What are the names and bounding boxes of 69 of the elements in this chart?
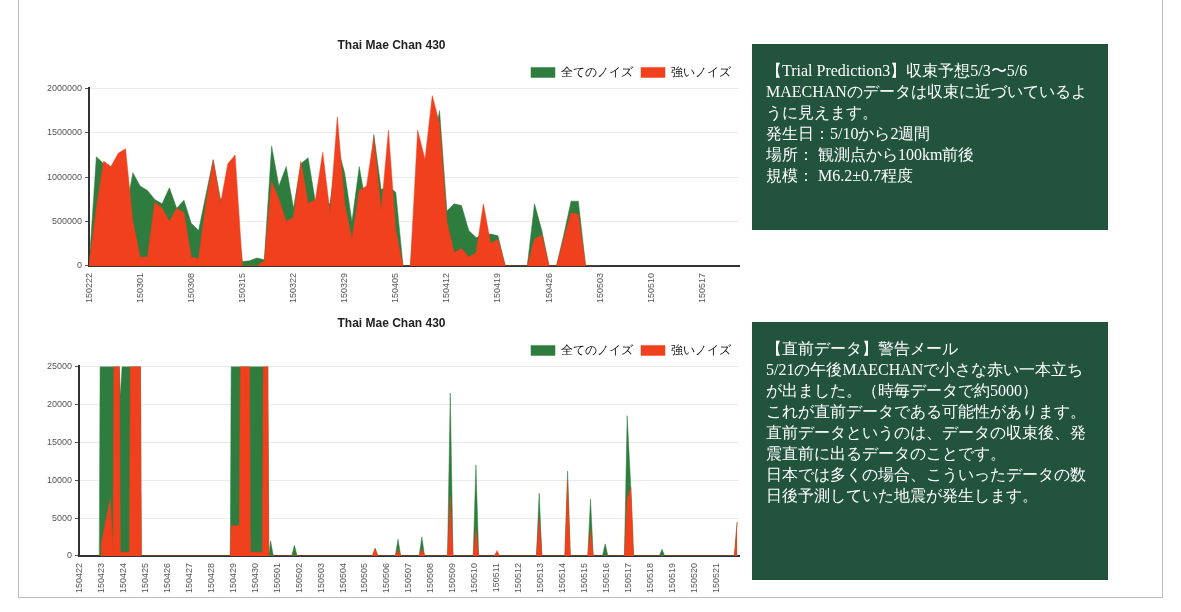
x-tick-label: 150504 [337,562,348,594]
y-tick-label: 25000 [47,360,73,371]
x-tick-label: 150513 [535,562,546,594]
x-tick-label: 150308 [185,272,196,304]
y-tick-label: 1000000 [46,171,83,182]
x-tick-label: 150426 [161,562,172,594]
x-tick-label: 150519 [667,562,678,594]
x-tick-label: 150315 [236,272,247,304]
x-tick-label: 150422 [73,562,84,594]
text: MAECHANのデータは収束に近づいているように見えます。 [766,82,1088,123]
text: 5/21の午後MAECHANで小さな赤い一本立ちが出ました。（時毎データで約5000） [766,360,1085,401]
y-tick-label: 20000 [47,398,73,409]
x-tick-label: 150510 [645,272,656,304]
legend-label: 強いノイズ [671,64,732,79]
x-tick-label: 150517 [623,562,634,594]
x-tick-label: 150405 [390,272,401,304]
x-tick-label: 150322 [288,272,298,304]
y-tick-label: 0 [77,260,83,271]
text: 【Trial Prediction3】収束予想5/3〜5/6 [766,61,1029,81]
x-tick-label: 150518 [645,562,656,594]
x-tick-label: 150505 [359,562,370,594]
x-tick-label: 150508 [425,562,436,594]
x-tick-label: 150501 [271,562,282,594]
x-tick-label: 150511 [491,562,502,593]
x-tick-label: 150521 [711,562,722,594]
legend-label: 全てのノイズ [561,64,634,79]
text: これが直前データである可能性があります。直前データというのは、データの収束後、発震直前に出るデータのことです。 [766,402,1087,464]
x-tick-label: 150425 [139,562,150,594]
x-tick-label: 150412 [441,272,452,304]
x-tick-label: 150503 [315,562,326,594]
x-tick-label: 150222 [83,272,94,304]
y-tick-label: 2000000 [46,82,83,93]
text: 日本では多くの場合、こういったデータの数日後予測していた地震が発生します。 [766,465,1087,506]
x-tick-label: 150510 [469,562,480,594]
text: 規模： M6.2±0.7程度 [766,166,914,186]
text: 【直前データ】警告メール [766,339,959,359]
text: 場所： 観測点から100km前後 [766,145,976,165]
x-tick-label: 150516 [601,562,612,594]
y-tick-label: 0 [67,550,73,561]
x-tick-label: 150428 [205,562,216,594]
x-tick-label: 150503 [594,272,605,304]
x-tick-label: 150419 [492,272,503,304]
x-tick-label: 150429 [227,562,238,594]
legend-label: 強いノイズ [671,342,732,357]
x-tick-label: 150517 [696,272,707,304]
x-tick-label: 150512 [513,562,524,594]
x-tick-label: 150301 [134,272,145,304]
y-tick-label: 500000 [51,216,83,227]
x-tick-label: 150423 [95,562,106,594]
chart-title: Thai Mae Chan 430 [337,315,446,330]
y-tick-label: 10000 [47,474,73,485]
x-tick-label: 150507 [403,562,414,594]
x-tick-label: 150430 [249,562,260,594]
x-tick-label: 150520 [689,562,700,594]
y-tick-label: 1500000 [46,127,83,138]
text: 発生日：5/10から2週間 [766,124,932,144]
x-tick-label: 150424 [117,562,128,594]
x-tick-label: 150515 [579,562,590,594]
legend-label: 全てのノイズ [561,342,634,357]
x-tick-label: 150426 [543,272,554,304]
x-tick-label: 150502 [293,562,304,594]
x-tick-label: 150329 [339,272,350,304]
x-tick-label: 150506 [381,562,392,594]
y-tick-label: 5000 [52,512,73,523]
x-tick-label: 150514 [557,562,568,594]
chart-title: Thai Mae Chan 430 [337,37,446,52]
y-tick-label: 15000 [47,436,73,447]
x-tick-label: 150509 [447,562,458,594]
x-tick-label: 150427 [183,562,194,594]
